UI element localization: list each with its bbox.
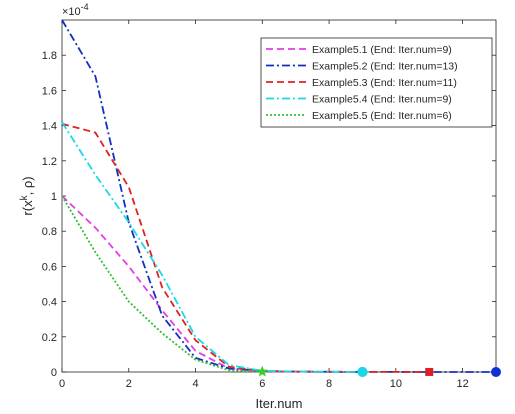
series-lines (61, 19, 496, 373)
x-tick-label: 10 (390, 378, 402, 390)
x-tick-label: 6 (259, 378, 265, 390)
y-tick-label: 0 (51, 367, 57, 379)
series-end-marker-5 (256, 365, 268, 377)
y-exponent-power: -4 (81, 2, 89, 12)
y-tick-label: 0.2 (42, 332, 57, 344)
series-line-4 (61, 121, 363, 373)
legend: Example5.1 (End: Iter.num=9) Example5.2 (… (260, 37, 493, 128)
y-tick-label: 1.8 (42, 50, 57, 62)
y-axis-ticks: 0 0.2 0.4 0.6 0.8 1 1.2 1.4 1.6 1.8 (42, 50, 496, 379)
y-axis-label-sup: k (19, 194, 30, 200)
x-tick-label: 12 (456, 378, 468, 390)
series-end-markers (256, 365, 501, 377)
series-line-1 (61, 195, 363, 373)
y-exponent-base: ×10 (62, 6, 81, 18)
series-end-marker-4 (357, 366, 368, 377)
y-tick-label: 0.8 (42, 226, 57, 238)
y-axis-label-main: r(x (20, 200, 35, 216)
y-tick-label: 1.6 (42, 85, 57, 97)
series-end-marker-3 (425, 367, 434, 376)
series-line-5 (61, 195, 263, 373)
x-tick-label: 2 (126, 378, 132, 390)
x-tick-label: 0 (59, 378, 65, 390)
y-tick-label: 0.6 (42, 261, 57, 273)
legend-label-2: Example5.2 (End: Iter.num=13) (312, 61, 458, 73)
y-exponent-label: ×10-4 (62, 2, 89, 18)
x-axis-label: Iter.num (256, 396, 303, 411)
x-tick-label: 4 (192, 378, 198, 390)
series-end-marker-2 (491, 366, 501, 377)
y-tick-label: 0.4 (42, 297, 57, 309)
y-tick-label: 1.2 (42, 156, 57, 168)
y-axis-label: r(xk, ρ) (19, 176, 35, 215)
x-axis-ticks: 0 2 4 6 8 10 12 (59, 20, 469, 390)
legend-label-4: Example5.4 (End: Iter.num=9) (312, 94, 452, 106)
y-tick-label: 1 (51, 191, 57, 203)
y-axis-label-tail: , ρ) (20, 176, 35, 195)
legend-label-3: Example5.3 (End: Iter.num=11) (312, 77, 457, 89)
legend-label-1: Example5.1 (End: Iter.num=9) (312, 44, 452, 56)
legend-label-5: Example5.5 (End: Iter.num=6) (312, 110, 452, 122)
x-tick-label: 8 (326, 378, 332, 390)
y-tick-label: 1.4 (42, 121, 57, 133)
